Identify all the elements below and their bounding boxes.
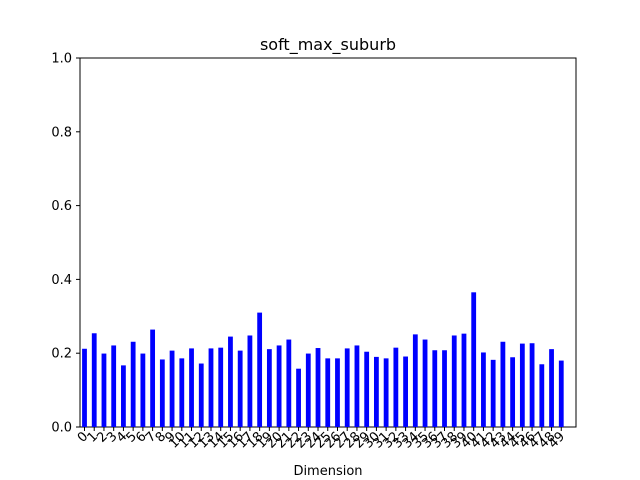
bars [82, 292, 564, 427]
bar [218, 347, 224, 427]
bar [169, 350, 175, 427]
bar [549, 349, 554, 427]
bar [383, 358, 389, 427]
y-tick-label: 0.8 [51, 125, 72, 140]
bar [237, 350, 243, 427]
bar [228, 336, 233, 427]
bar [393, 347, 399, 427]
bar [315, 348, 321, 427]
bar [364, 351, 370, 427]
bar [325, 358, 331, 427]
bar [159, 359, 165, 427]
bar [101, 353, 107, 427]
bar [266, 349, 272, 427]
bar [481, 352, 486, 427]
bar [91, 333, 97, 427]
bar [412, 334, 418, 427]
bar [335, 358, 340, 427]
bar [247, 335, 253, 427]
bar [442, 350, 447, 427]
bar [558, 360, 564, 427]
bar [490, 359, 496, 427]
bar [150, 329, 156, 427]
y-tick-label: 0.6 [51, 199, 72, 214]
bar [198, 363, 204, 427]
bar [305, 353, 311, 427]
bar [500, 341, 506, 427]
bar [403, 356, 408, 427]
bar [471, 292, 477, 427]
bar [461, 333, 467, 427]
chart-title: soft_max_suburb [260, 35, 396, 55]
bar [257, 312, 263, 427]
bar [529, 343, 535, 427]
bar [451, 335, 457, 427]
bar [519, 343, 525, 427]
bar [296, 368, 301, 427]
y-tick-label: 1.0 [51, 52, 72, 67]
bar [286, 339, 292, 427]
y-axis: 0.0 0.2 0.4 0.6 0.8 1.0 [51, 52, 80, 436]
bar [121, 365, 126, 427]
bar [130, 341, 136, 427]
x-axis-label: Dimension [293, 464, 362, 479]
bar [208, 348, 214, 427]
bar [111, 345, 117, 427]
bar [539, 364, 545, 427]
bar [140, 353, 146, 427]
bar [189, 348, 194, 427]
bar [422, 339, 428, 427]
y-tick-label: 0.2 [51, 347, 72, 362]
y-tick-label: 0.4 [51, 273, 72, 288]
bar [179, 358, 185, 427]
bar [344, 348, 350, 427]
bar [432, 350, 438, 427]
bar [510, 357, 516, 427]
x-axis: 0123456789101112131415161718192021222324… [75, 427, 568, 452]
y-tick-label: 0.0 [51, 421, 72, 436]
bar [374, 356, 379, 427]
bar [354, 345, 360, 427]
bar [82, 348, 87, 427]
bar [276, 345, 282, 427]
